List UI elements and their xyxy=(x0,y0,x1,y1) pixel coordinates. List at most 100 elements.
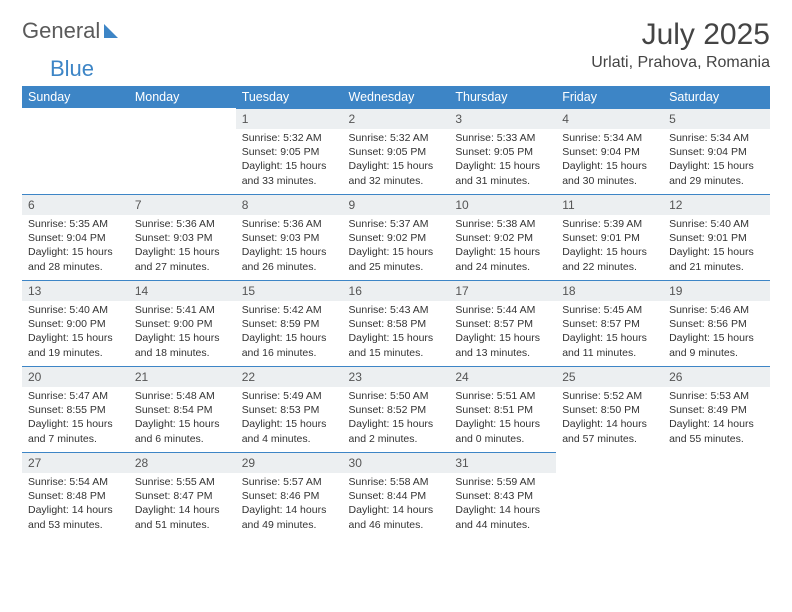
calendar-week-row: 20Sunrise: 5:47 AMSunset: 8:55 PMDayligh… xyxy=(22,366,770,452)
calendar-week-row: 1Sunrise: 5:32 AMSunset: 9:05 PMDaylight… xyxy=(22,108,770,194)
day-details: Sunrise: 5:57 AMSunset: 8:46 PMDaylight:… xyxy=(236,473,343,536)
calendar-day-cell: 26Sunrise: 5:53 AMSunset: 8:49 PMDayligh… xyxy=(663,366,770,452)
day-number: 19 xyxy=(663,280,770,301)
day-details: Sunrise: 5:54 AMSunset: 8:48 PMDaylight:… xyxy=(22,473,129,536)
sunset-line: Sunset: 8:48 PM xyxy=(28,489,123,503)
day-number: 25 xyxy=(556,366,663,387)
day-number: 16 xyxy=(343,280,450,301)
day-number: 31 xyxy=(449,452,556,473)
daylight-line: Daylight: 15 hours and 13 minutes. xyxy=(455,331,550,359)
daylight-line: Daylight: 14 hours and 57 minutes. xyxy=(562,417,657,445)
sunrise-line: Sunrise: 5:38 AM xyxy=(455,217,550,231)
sunset-line: Sunset: 8:57 PM xyxy=(562,317,657,331)
calendar-day-cell: 6Sunrise: 5:35 AMSunset: 9:04 PMDaylight… xyxy=(22,194,129,280)
sunset-line: Sunset: 9:05 PM xyxy=(242,145,337,159)
sunrise-line: Sunrise: 5:32 AM xyxy=(242,131,337,145)
daylight-line: Daylight: 15 hours and 32 minutes. xyxy=(349,159,444,187)
sunrise-line: Sunrise: 5:44 AM xyxy=(455,303,550,317)
sunset-line: Sunset: 8:55 PM xyxy=(28,403,123,417)
sunrise-line: Sunrise: 5:48 AM xyxy=(135,389,230,403)
sunrise-line: Sunrise: 5:36 AM xyxy=(135,217,230,231)
weekday-header: Saturday xyxy=(663,86,770,108)
day-details: Sunrise: 5:36 AMSunset: 9:03 PMDaylight:… xyxy=(236,215,343,278)
sunrise-line: Sunrise: 5:47 AM xyxy=(28,389,123,403)
daylight-line: Daylight: 15 hours and 9 minutes. xyxy=(669,331,764,359)
weekday-header: Thursday xyxy=(449,86,556,108)
sunset-line: Sunset: 8:50 PM xyxy=(562,403,657,417)
calendar-day-cell: 30Sunrise: 5:58 AMSunset: 8:44 PMDayligh… xyxy=(343,452,450,538)
sunset-line: Sunset: 9:02 PM xyxy=(349,231,444,245)
calendar-week-row: 6Sunrise: 5:35 AMSunset: 9:04 PMDaylight… xyxy=(22,194,770,280)
calendar-day-cell: 22Sunrise: 5:49 AMSunset: 8:53 PMDayligh… xyxy=(236,366,343,452)
daylight-line: Daylight: 15 hours and 11 minutes. xyxy=(562,331,657,359)
logo-text-general: General xyxy=(22,18,100,44)
day-details: Sunrise: 5:37 AMSunset: 9:02 PMDaylight:… xyxy=(343,215,450,278)
day-number: 1 xyxy=(236,108,343,129)
day-number: 28 xyxy=(129,452,236,473)
sunset-line: Sunset: 9:00 PM xyxy=(135,317,230,331)
day-number: 29 xyxy=(236,452,343,473)
day-details: Sunrise: 5:34 AMSunset: 9:04 PMDaylight:… xyxy=(556,129,663,192)
day-number: 12 xyxy=(663,194,770,215)
daylight-line: Daylight: 15 hours and 31 minutes. xyxy=(455,159,550,187)
daylight-line: Daylight: 15 hours and 30 minutes. xyxy=(562,159,657,187)
weekday-header-row: Sunday Monday Tuesday Wednesday Thursday… xyxy=(22,86,770,108)
day-number: 21 xyxy=(129,366,236,387)
calendar-day-cell xyxy=(22,108,129,194)
day-details: Sunrise: 5:43 AMSunset: 8:58 PMDaylight:… xyxy=(343,301,450,364)
day-number: 24 xyxy=(449,366,556,387)
calendar-day-cell: 9Sunrise: 5:37 AMSunset: 9:02 PMDaylight… xyxy=(343,194,450,280)
day-details: Sunrise: 5:32 AMSunset: 9:05 PMDaylight:… xyxy=(343,129,450,192)
daylight-line: Daylight: 14 hours and 46 minutes. xyxy=(349,503,444,531)
day-details: Sunrise: 5:58 AMSunset: 8:44 PMDaylight:… xyxy=(343,473,450,536)
calendar-day-cell xyxy=(556,452,663,538)
calendar-day-cell: 19Sunrise: 5:46 AMSunset: 8:56 PMDayligh… xyxy=(663,280,770,366)
calendar-day-cell: 13Sunrise: 5:40 AMSunset: 9:00 PMDayligh… xyxy=(22,280,129,366)
day-details: Sunrise: 5:40 AMSunset: 9:01 PMDaylight:… xyxy=(663,215,770,278)
daylight-line: Daylight: 14 hours and 44 minutes. xyxy=(455,503,550,531)
month-title: July 2025 xyxy=(591,18,770,52)
calendar-day-cell: 3Sunrise: 5:33 AMSunset: 9:05 PMDaylight… xyxy=(449,108,556,194)
day-details: Sunrise: 5:44 AMSunset: 8:57 PMDaylight:… xyxy=(449,301,556,364)
calendar-day-cell: 18Sunrise: 5:45 AMSunset: 8:57 PMDayligh… xyxy=(556,280,663,366)
location: Urlati, Prahova, Romania xyxy=(591,54,770,72)
day-number: 9 xyxy=(343,194,450,215)
calendar-day-cell: 17Sunrise: 5:44 AMSunset: 8:57 PMDayligh… xyxy=(449,280,556,366)
sunset-line: Sunset: 9:05 PM xyxy=(349,145,444,159)
daylight-line: Daylight: 15 hours and 29 minutes. xyxy=(669,159,764,187)
daylight-line: Daylight: 15 hours and 6 minutes. xyxy=(135,417,230,445)
calendar-day-cell: 8Sunrise: 5:36 AMSunset: 9:03 PMDaylight… xyxy=(236,194,343,280)
calendar-day-cell: 2Sunrise: 5:32 AMSunset: 9:05 PMDaylight… xyxy=(343,108,450,194)
daylight-line: Daylight: 15 hours and 27 minutes. xyxy=(135,245,230,273)
calendar-day-cell: 31Sunrise: 5:59 AMSunset: 8:43 PMDayligh… xyxy=(449,452,556,538)
day-number: 8 xyxy=(236,194,343,215)
day-details: Sunrise: 5:33 AMSunset: 9:05 PMDaylight:… xyxy=(449,129,556,192)
day-details: Sunrise: 5:49 AMSunset: 8:53 PMDaylight:… xyxy=(236,387,343,450)
day-number: 4 xyxy=(556,108,663,129)
sunrise-line: Sunrise: 5:57 AM xyxy=(242,475,337,489)
calendar-week-row: 13Sunrise: 5:40 AMSunset: 9:00 PMDayligh… xyxy=(22,280,770,366)
daylight-line: Daylight: 15 hours and 7 minutes. xyxy=(28,417,123,445)
sunset-line: Sunset: 9:03 PM xyxy=(135,231,230,245)
weekday-header: Friday xyxy=(556,86,663,108)
sunrise-line: Sunrise: 5:51 AM xyxy=(455,389,550,403)
sunrise-line: Sunrise: 5:42 AM xyxy=(242,303,337,317)
sunset-line: Sunset: 8:47 PM xyxy=(135,489,230,503)
daylight-line: Daylight: 15 hours and 21 minutes. xyxy=(669,245,764,273)
sunrise-line: Sunrise: 5:37 AM xyxy=(349,217,444,231)
calendar-day-cell: 23Sunrise: 5:50 AMSunset: 8:52 PMDayligh… xyxy=(343,366,450,452)
day-details: Sunrise: 5:59 AMSunset: 8:43 PMDaylight:… xyxy=(449,473,556,536)
day-details: Sunrise: 5:42 AMSunset: 8:59 PMDaylight:… xyxy=(236,301,343,364)
calendar-day-cell: 11Sunrise: 5:39 AMSunset: 9:01 PMDayligh… xyxy=(556,194,663,280)
day-number: 23 xyxy=(343,366,450,387)
sunrise-line: Sunrise: 5:41 AM xyxy=(135,303,230,317)
calendar-day-cell xyxy=(663,452,770,538)
day-number: 27 xyxy=(22,452,129,473)
daylight-line: Daylight: 15 hours and 16 minutes. xyxy=(242,331,337,359)
day-details: Sunrise: 5:53 AMSunset: 8:49 PMDaylight:… xyxy=(663,387,770,450)
weekday-header: Tuesday xyxy=(236,86,343,108)
day-number: 11 xyxy=(556,194,663,215)
calendar-day-cell: 25Sunrise: 5:52 AMSunset: 8:50 PMDayligh… xyxy=(556,366,663,452)
daylight-line: Daylight: 15 hours and 18 minutes. xyxy=(135,331,230,359)
day-number: 13 xyxy=(22,280,129,301)
